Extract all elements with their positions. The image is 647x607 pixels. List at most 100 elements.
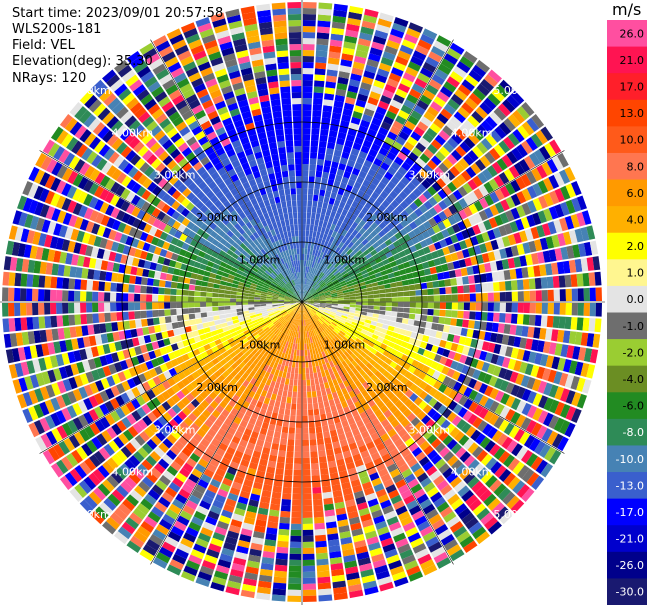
ppi-gate [524, 363, 534, 376]
ppi-gate [212, 297, 219, 302]
ppi-gate [322, 220, 328, 228]
ppi-gate [302, 397, 307, 404]
ppi-gate [309, 287, 314, 293]
ppi-gate [481, 341, 490, 352]
ppi-gate [318, 245, 324, 252]
ppi-gate [302, 260, 305, 267]
ppi-gate [302, 409, 308, 416]
ppi-gate [322, 171, 329, 179]
ppi-gate [343, 190, 351, 198]
ppi-gate [313, 305, 320, 308]
ppi-gate [272, 582, 287, 590]
ppi-gate [302, 32, 316, 39]
ppi-gate [471, 110, 484, 124]
ppi-gate [447, 333, 455, 342]
ppi-gate [340, 243, 348, 251]
ppi-gate [313, 302, 320, 304]
ppi-gate [302, 367, 306, 374]
ppi-gate [574, 228, 584, 243]
ppi-gate [164, 288, 171, 295]
ppi-gate [353, 283, 360, 288]
ppi-gate [342, 326, 349, 332]
ppi-gate [319, 272, 325, 279]
ppi-gate [343, 297, 350, 300]
ppi-gate [510, 313, 518, 324]
ppi-gate [516, 386, 526, 399]
ppi-gate [208, 277, 215, 283]
ppi-gate [411, 359, 420, 368]
ppi-gate [407, 278, 415, 285]
ppi-gate [230, 298, 237, 302]
ppi-gate [549, 399, 560, 414]
ppi-gate [328, 229, 334, 237]
ppi-gate [339, 319, 346, 324]
ppi-gate [305, 284, 308, 291]
ppi-gate [329, 312, 336, 317]
ppi-gate [302, 457, 310, 464]
ppi-gate [324, 215, 330, 223]
ppi-gate [116, 312, 123, 321]
ppi-gate [347, 314, 355, 319]
ppi-gate [556, 261, 565, 275]
ppi-gate [188, 302, 195, 308]
ppi-gate [404, 215, 414, 225]
ppi-gate [324, 159, 332, 167]
ppi-gate [445, 294, 452, 302]
ppi-gate [428, 79, 442, 91]
ppi-gate [535, 290, 542, 302]
ppi-gate [487, 342, 496, 353]
ppi-gate [335, 193, 343, 202]
ppi-gate [397, 151, 408, 161]
ppi-gate [331, 251, 338, 259]
ppi-gate [493, 302, 500, 312]
ppi-gate [326, 69, 338, 77]
ppi-gate [322, 287, 329, 292]
ppi-gate [319, 383, 325, 390]
ppi-gate [446, 154, 458, 165]
ppi-gate [279, 444, 287, 452]
ppi-gate [171, 275, 179, 282]
ppi-gate [337, 293, 344, 297]
ppi-gate [421, 230, 431, 239]
ppi-gate [341, 284, 348, 289]
ppi-gate [414, 208, 424, 217]
ppi-gate [319, 305, 326, 309]
ppi-gate [373, 234, 382, 242]
ppi-gate [312, 487, 322, 494]
ppi-gate [460, 170, 472, 182]
ppi-gate [437, 373, 447, 383]
ppi-gate [302, 290, 304, 297]
ppi-gate [348, 153, 358, 162]
ppi-gate [360, 285, 367, 290]
ppi-gate [292, 355, 297, 362]
ppi-gate [379, 12, 394, 23]
ppi-gate [44, 289, 51, 302]
ppi-gate [568, 331, 577, 345]
ppi-gate [397, 83, 411, 94]
ppi-gate [273, 576, 287, 584]
ppi-gate [401, 279, 409, 286]
ppi-gate [345, 211, 353, 219]
ppi-gate [443, 103, 457, 115]
ppi-gate [376, 261, 385, 268]
ppi-gate [293, 469, 302, 476]
ppi-gate [320, 129, 329, 136]
ppi-gate [307, 242, 312, 249]
ppi-gate [291, 511, 302, 518]
ppi-gate [230, 290, 237, 295]
ppi-gate [551, 155, 564, 171]
ppi-gate [531, 252, 539, 265]
ppi-gate [325, 295, 332, 299]
ppi-gate [563, 231, 572, 245]
ppi-gate [328, 197, 336, 205]
ppi-gate [509, 221, 519, 233]
ppi-gate [164, 295, 171, 302]
ppi-gate [381, 199, 390, 209]
ppi-gate [116, 292, 123, 302]
ppi-gate [308, 286, 312, 292]
ppi-gate [342, 289, 349, 294]
ppi-gate [315, 534, 327, 542]
ppi-gate [542, 341, 551, 354]
ppi-gate [507, 234, 517, 246]
ppi-gate [315, 56, 327, 64]
